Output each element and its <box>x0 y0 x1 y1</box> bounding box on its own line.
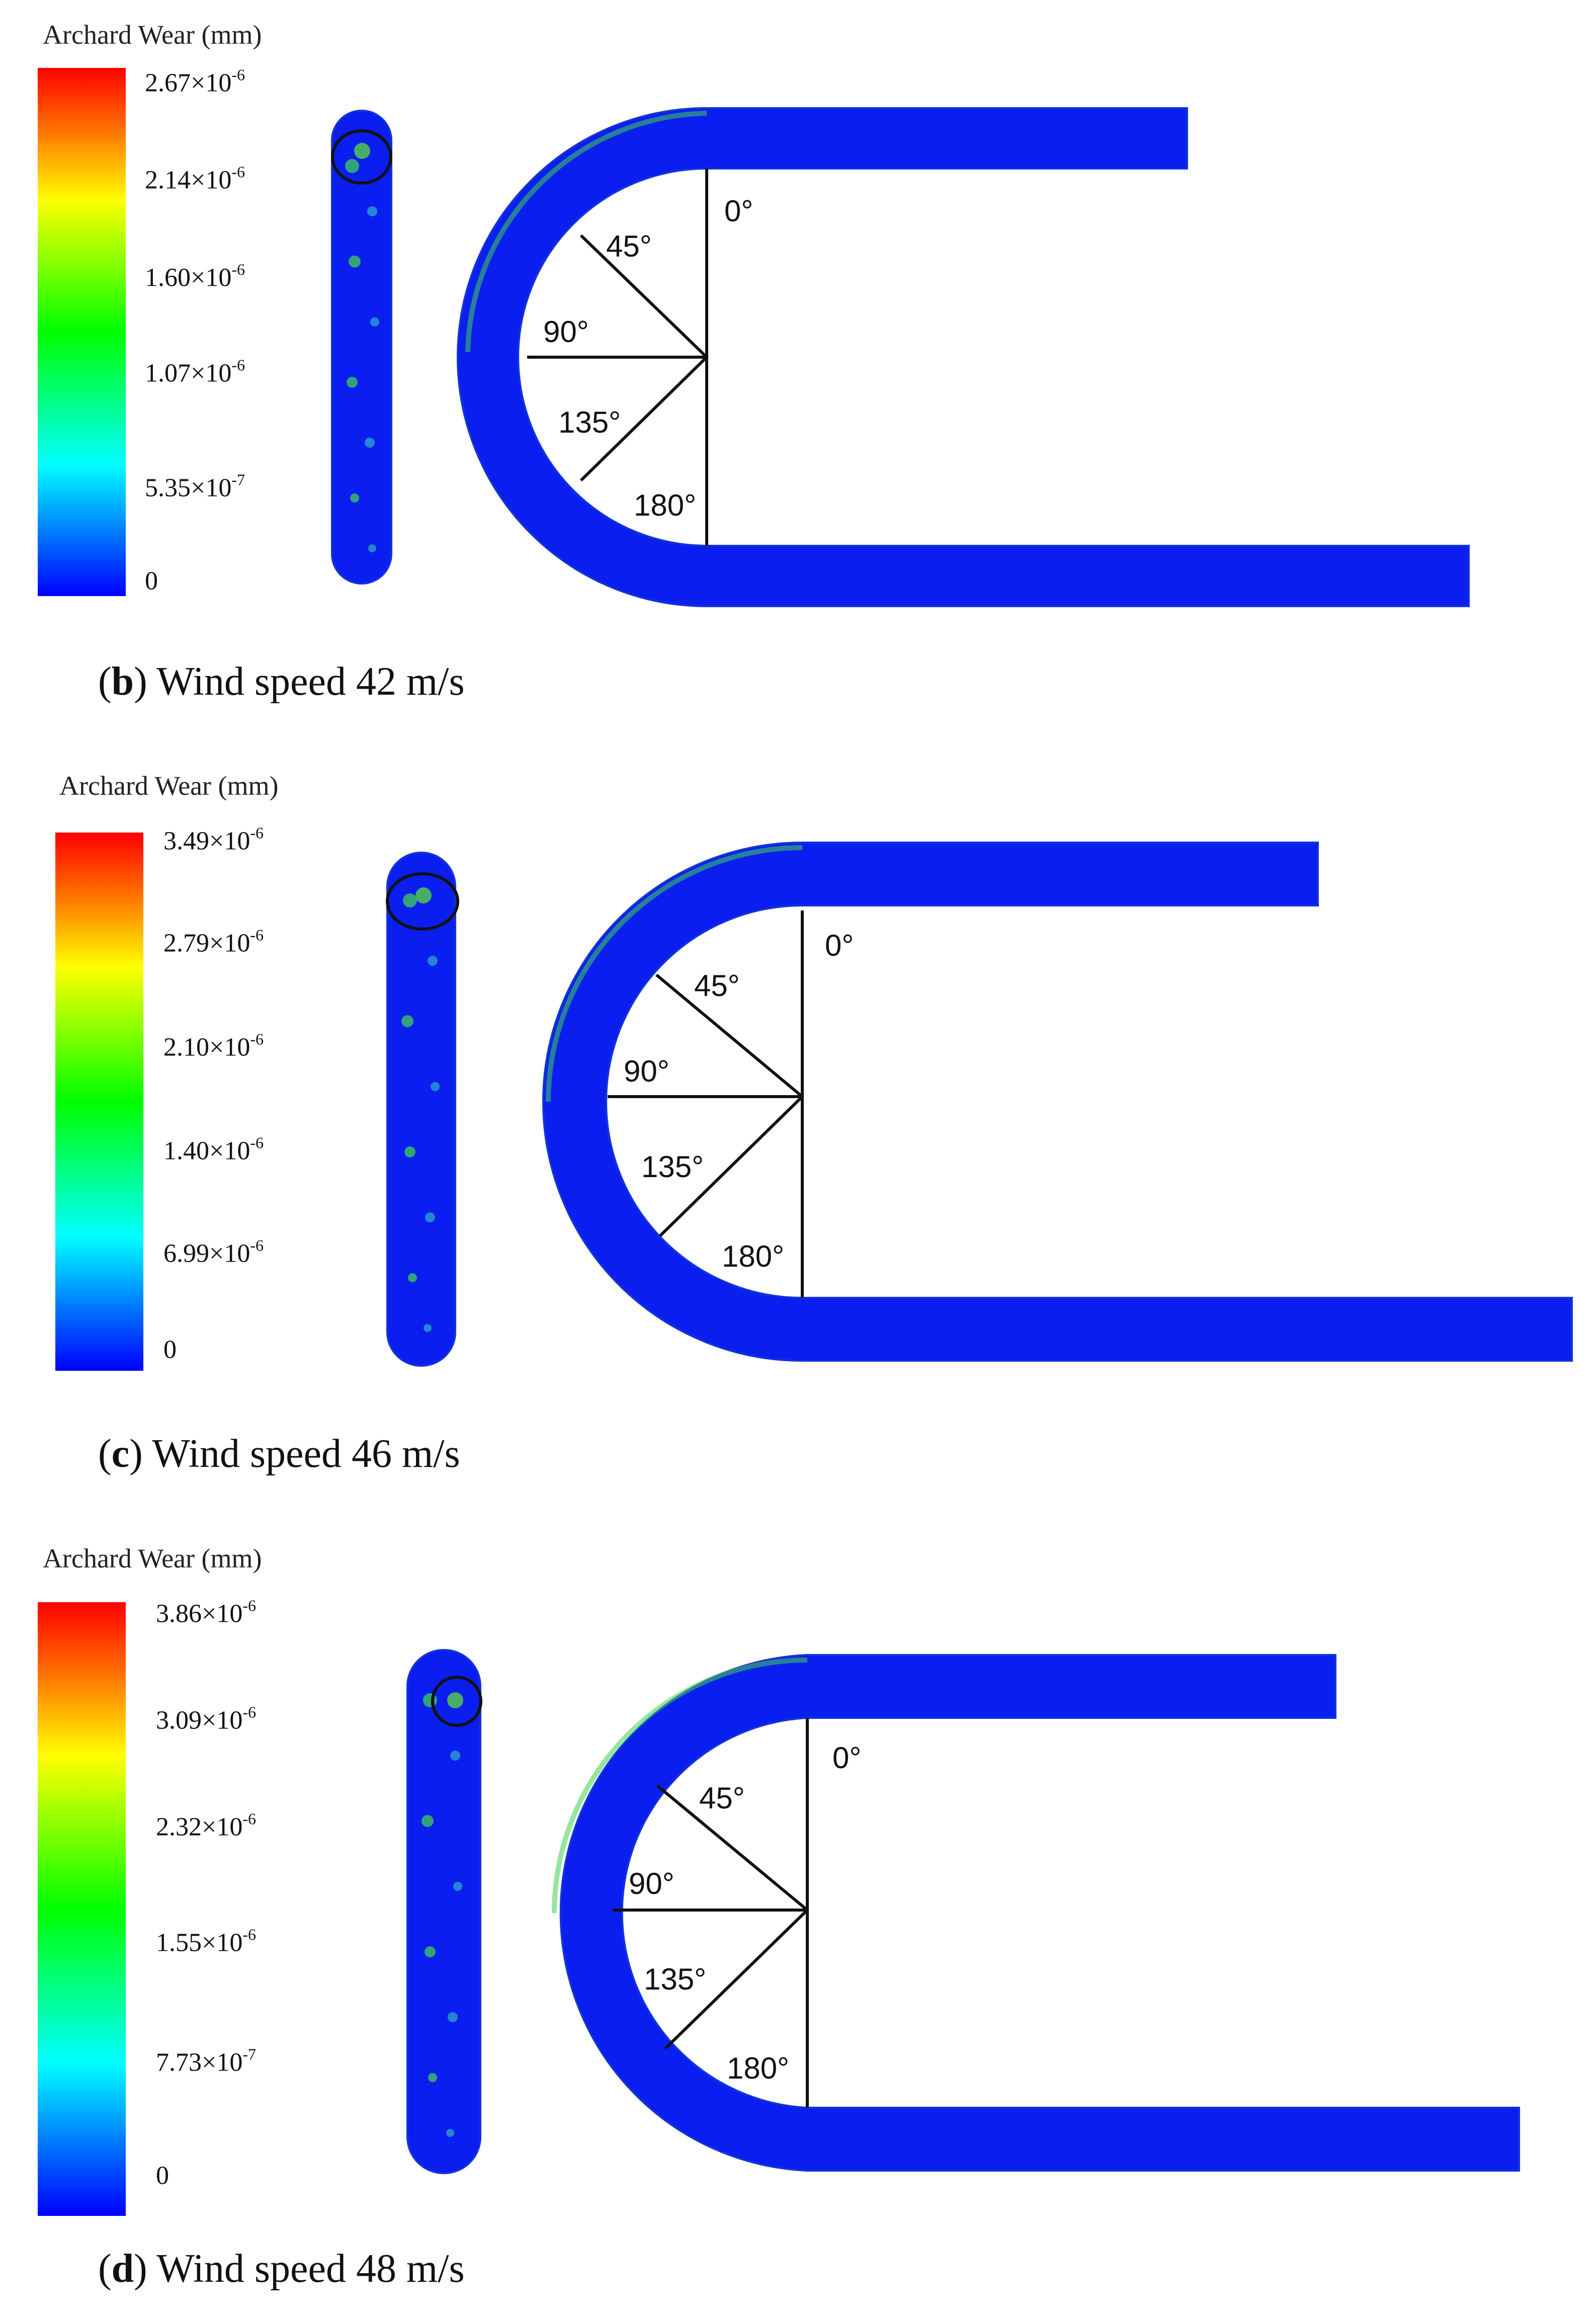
angle-lines <box>608 910 804 1298</box>
legend-title: Archard Wear (mm) <box>43 1543 262 1574</box>
wear-highlight-circle <box>331 129 392 185</box>
wear-highlight-circle <box>431 1676 482 1727</box>
wear-band <box>552 1658 808 1914</box>
tick-label-4: 6.99×10-6 <box>163 1236 264 1268</box>
tick-label-5: 0 <box>156 2161 169 2190</box>
u-bend-pipe <box>457 107 1470 607</box>
colorbar <box>38 1602 126 2216</box>
angle-label-90: 90° <box>543 315 589 349</box>
tick-label-5: 0 <box>163 1335 177 1364</box>
angle-label-45: 45° <box>606 229 652 263</box>
angle-label-45: 45° <box>694 969 740 1003</box>
colorbar <box>38 68 126 596</box>
tick-label-4: 7.73×10-7 <box>156 2045 256 2077</box>
tick-label-0: 3.49×10-6 <box>163 823 264 856</box>
panel-caption: (c) Wind speed 46 m/s <box>98 1432 460 1476</box>
tick-label-2: 1.60×10-6 <box>145 260 245 292</box>
angle-label-45: 45° <box>699 1781 745 1815</box>
angle-label-90: 90° <box>629 1867 675 1900</box>
wear-band <box>546 845 803 1102</box>
angle-label-180: 180° <box>722 1239 784 1273</box>
pipe-figure: 0° 45° 90° 135° 180° <box>331 107 1470 607</box>
panel-caption: (b) Wind speed 42 m/s <box>98 659 465 704</box>
angle-label-135: 135° <box>644 1962 706 1996</box>
tick-label-2: 2.10×10-6 <box>163 1030 264 1062</box>
tick-label-4: 5.35×10-7 <box>145 470 245 503</box>
angle-lines <box>613 1718 809 2108</box>
tick-label-1: 2.79×10-6 <box>163 926 264 958</box>
wear-speckle <box>345 143 379 552</box>
wear-band <box>465 111 707 353</box>
wear-speckle <box>401 887 440 1332</box>
pipe-figure: 0° 45° 90° 135° 180° <box>406 1649 1520 2174</box>
panel-caption: (d) Wind speed 48 m/s <box>98 2247 465 2291</box>
angle-label-0: 0° <box>825 929 854 962</box>
angle-label-180: 180° <box>727 2051 789 2085</box>
tick-label-3: 1.55×10-6 <box>156 1925 256 1957</box>
tick-label-5: 0 <box>145 566 158 596</box>
legend-title: Archard Wear (mm) <box>43 20 262 50</box>
tick-label-0: 3.86×10-6 <box>156 1596 256 1628</box>
pipe-section <box>406 1649 481 2174</box>
u-bend-pipe <box>559 1654 1520 2172</box>
angle-lines <box>527 169 708 546</box>
tick-label-0: 2.67×10-6 <box>145 65 245 98</box>
u-bend-pipe <box>542 842 1573 1362</box>
pipe-section <box>386 852 456 1367</box>
angle-label-180: 180° <box>634 488 696 522</box>
tick-label-3: 1.07×10-6 <box>145 356 245 388</box>
angle-label-0: 0° <box>724 194 753 228</box>
tick-label-1: 3.09×10-6 <box>156 1703 256 1735</box>
angle-label-135: 135° <box>641 1150 704 1184</box>
pipe-section <box>331 110 392 585</box>
colorbar <box>55 833 143 1371</box>
tick-label-3: 1.40×10-6 <box>163 1133 264 1166</box>
wear-speckle <box>422 1692 463 2137</box>
tick-label-2: 2.32×10-6 <box>156 1809 256 1842</box>
legend-title: Archard Wear (mm) <box>59 771 279 801</box>
pipe-figure: 0° 45° 90° 135° 180° <box>386 842 1573 1367</box>
angle-label-0: 0° <box>832 1741 861 1775</box>
wear-highlight-circle <box>386 872 459 931</box>
angle-label-135: 135° <box>558 405 621 439</box>
tick-label-1: 2.14×10-6 <box>145 162 245 195</box>
angle-label-90: 90° <box>624 1054 669 1088</box>
